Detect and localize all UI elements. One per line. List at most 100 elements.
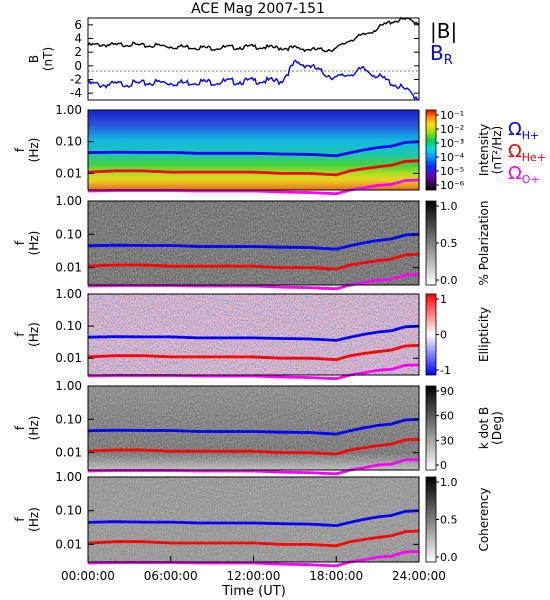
colorbar-tick-label: 0 xyxy=(440,459,447,472)
panel-1-ytick-label: 0 xyxy=(74,59,82,73)
freq-axis-label: f xyxy=(13,517,27,522)
gyro-line-He xyxy=(87,437,420,456)
freq-axis-unit: (Hz) xyxy=(27,507,41,532)
colorbar-tick-label: 1.0 xyxy=(440,476,458,489)
gyrofrequency-legend: ΩH+ ΩHe+ ΩO+ xyxy=(508,119,546,186)
freq-axis-unit: (Hz) xyxy=(27,416,41,441)
colorbar-label: Ellipticity xyxy=(477,307,491,362)
freq-axis-unit: (Hz) xyxy=(27,138,41,163)
time-tick-label: 00:00:00 xyxy=(61,569,115,583)
spectral-panel-intensity: 1.00 0.10 0.01 f (Hz) 10⁻¹10⁻²10⁻³10⁻⁴10⁻⁵10⁻… xyxy=(13,103,504,196)
radial-BR-line xyxy=(87,59,420,101)
panel-frame xyxy=(87,293,420,376)
freq-tick-label: 0.10 xyxy=(55,319,82,333)
legend-omega-He: ΩHe+ xyxy=(508,141,546,164)
colorbar-tick-label: 90 xyxy=(440,385,454,398)
time-tick-label: 06:00:00 xyxy=(144,569,198,583)
colorbar-tick-label: 10⁻⁶ xyxy=(440,179,465,192)
colorbar-kdotb xyxy=(425,385,437,471)
freq-tick-label: 0.10 xyxy=(55,504,82,518)
freq-axis-label: f xyxy=(13,147,27,152)
legend-magnitude-B: |B| xyxy=(430,19,457,43)
spectral-panel-ellipticity: 1.00 0.10 0.01 f (Hz) 1 0 -1 Ellipticity xyxy=(13,287,491,381)
colorbar-label: Coherency xyxy=(477,487,491,551)
freq-tick-label: 0.01 xyxy=(55,446,82,460)
colorbar-tick-label: 0.0 xyxy=(440,551,458,564)
freq-axis-label: f xyxy=(13,425,27,430)
gyro-line-H xyxy=(87,417,420,436)
gyro-line-He xyxy=(87,529,420,548)
colorbar-tick-label: 1 xyxy=(440,293,447,306)
panel-1-ytick-label: 2 xyxy=(74,45,82,59)
colorbar-tick-label: 0.0 xyxy=(440,274,458,287)
gyro-line-He xyxy=(87,159,420,177)
colorbar-coherency xyxy=(425,476,437,563)
time-axis: 00:00:00 06:00:00 12:00:00 18:00:00 24:00:00 xyxy=(61,556,446,583)
gyro-line-He xyxy=(87,344,420,362)
gyro-line-H xyxy=(87,232,420,251)
colorbar-tick-label: 10⁻⁵ xyxy=(440,165,464,178)
time-tick-label: 12:00:00 xyxy=(227,569,281,583)
colorbar-label: Intensity xyxy=(477,124,491,176)
panel-1-ytick-label: 4 xyxy=(74,32,82,46)
freq-tick-label: 1.00 xyxy=(55,103,82,117)
freq-tick-label: 0.01 xyxy=(55,166,82,180)
time-tick-label: 18:00:00 xyxy=(309,569,363,583)
panel-1-yunit: (nT) xyxy=(41,47,55,71)
freq-axis-label: f xyxy=(13,332,27,337)
colorbar-tick-label: 10⁻³ xyxy=(440,137,464,150)
panel-1-ylabel: B xyxy=(27,55,41,63)
freq-tick-label: 0.01 xyxy=(55,351,82,365)
panel-frame xyxy=(87,109,420,191)
freq-tick-label: 0.01 xyxy=(55,537,82,551)
panel-frame xyxy=(87,385,420,471)
freq-tick-label: 0.01 xyxy=(55,261,82,275)
time-tick-label: 24:00:00 xyxy=(392,569,446,583)
panel-1-ytick-label: -2 xyxy=(70,73,82,87)
colorbar-unit: (nT²/Hz) xyxy=(490,126,504,174)
freq-tick-label: 0.10 xyxy=(55,135,82,149)
colorbar-label: k dot B xyxy=(477,407,491,449)
colorbar-tick-label: 1.0 xyxy=(440,200,458,213)
spectral-panels: 1.000.100.01f (Hz)10⁻¹10⁻²10⁻³10⁻⁴10⁻⁵10⁻… xyxy=(13,103,504,568)
colorbar-tick-label: 0.5 xyxy=(440,514,458,527)
spectral-panel-kdotb: 1.00 0.10 0.01 f (Hz) 90 60 30 0 k dot B (Deg) xyxy=(13,379,504,476)
freq-axis-unit: (Hz) xyxy=(27,231,41,256)
freq-axis-unit: (Hz) xyxy=(27,322,41,347)
colorbar-label: % Polarization xyxy=(477,201,491,286)
panel-frame xyxy=(87,200,420,286)
colorbar-unit: (Deg) xyxy=(490,411,504,445)
colorbar-tick-label: 10⁻⁴ xyxy=(440,151,465,164)
spectral-panel-polarization: 1.00 0.10 0.01 f (Hz) 1.0 0.5 0.0 % Polarization xyxy=(13,194,491,291)
freq-tick-label: 1.00 xyxy=(55,379,82,393)
freq-axis-label: f xyxy=(13,240,27,245)
legend-radial-B: BR xyxy=(430,41,453,68)
figure-title: ACE Mag 2007-151 xyxy=(191,1,325,17)
colorbar-tick-label: 10⁻¹ xyxy=(440,109,464,122)
colorbar-tick-label: 10⁻² xyxy=(440,123,464,136)
colorbar-polarization xyxy=(425,200,437,286)
freq-tick-label: 0.10 xyxy=(55,412,82,426)
colorbar-intensity xyxy=(425,109,437,191)
colorbar-tick-label: 30 xyxy=(440,434,454,447)
magnitude-B-line xyxy=(87,16,420,53)
gyro-line-He xyxy=(87,252,420,271)
freq-tick-label: 1.00 xyxy=(55,287,82,301)
x-axis-label: Time (UT) xyxy=(221,584,286,599)
colorbar-tick-label: 0 xyxy=(440,329,447,342)
freq-tick-label: 1.00 xyxy=(55,470,82,484)
colorbar-tick-label: 60 xyxy=(440,410,454,423)
colorbar-tick-label: -1 xyxy=(440,364,451,377)
legend-omega-O: ΩO+ xyxy=(508,163,540,186)
gyro-line-H xyxy=(87,140,420,158)
panel-1-ytick-label: -4 xyxy=(70,86,82,100)
gyro-line-H xyxy=(87,324,420,342)
freq-tick-label: 0.10 xyxy=(55,227,82,241)
colorbar-tick-label: 0.5 xyxy=(440,237,458,250)
spectral-panel-coherency: 1.00 0.10 0.01 f (Hz) 1.0 0.5 0.0 Coherency xyxy=(13,470,491,568)
panel-1-ytick-label: 6 xyxy=(74,18,82,32)
legend-omega-H: ΩH+ xyxy=(508,119,539,142)
